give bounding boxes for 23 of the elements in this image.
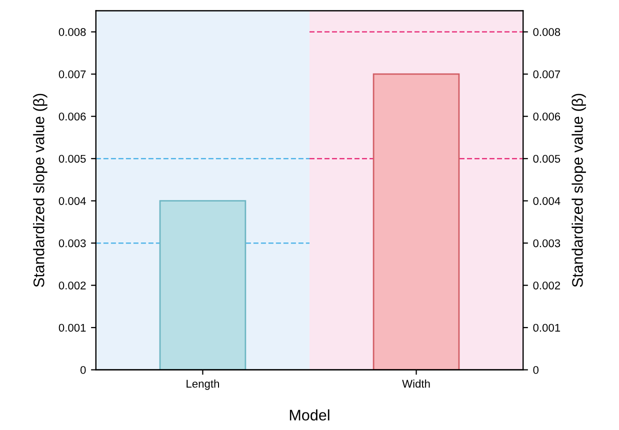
y-tick-label: 0.004 — [58, 197, 86, 205]
y2-tick-label: 0.007 — [533, 70, 560, 78]
y-tick-label: 0.007 — [58, 70, 86, 78]
x-tick-label: Length — [186, 380, 219, 390]
y2-tick-label: 0 — [533, 366, 539, 374]
y2-tick-label: 0.001 — [533, 324, 560, 332]
y2-tick-label: 0.003 — [533, 239, 560, 248]
y-tick-label: 0.008 — [58, 28, 86, 36]
y-tick-label: 0 — [80, 366, 86, 374]
y-tick-label: 0.005 — [58, 154, 86, 163]
y-tick-label: 0.001 — [58, 324, 86, 332]
y2-tick-label: 0.006 — [533, 112, 560, 120]
y2-tick-label: 0.004 — [533, 197, 560, 205]
y-tick-label: 0.006 — [58, 112, 86, 120]
x-tick-label: Width — [402, 380, 430, 388]
x-axis-title: Model — [290, 409, 330, 421]
y-axis-title: Standardized slope value (β) — [33, 94, 48, 287]
y2-tick-label: 0.002 — [533, 282, 560, 290]
y-tick-label: 0.002 — [58, 282, 86, 290]
y2-tick-label: 0.008 — [533, 28, 560, 36]
y-tick-label: 0.003 — [58, 239, 86, 248]
y2-axis-title: Standardized slope value (β) — [572, 94, 586, 287]
y2-tick-label: 0.005 — [533, 154, 560, 163]
